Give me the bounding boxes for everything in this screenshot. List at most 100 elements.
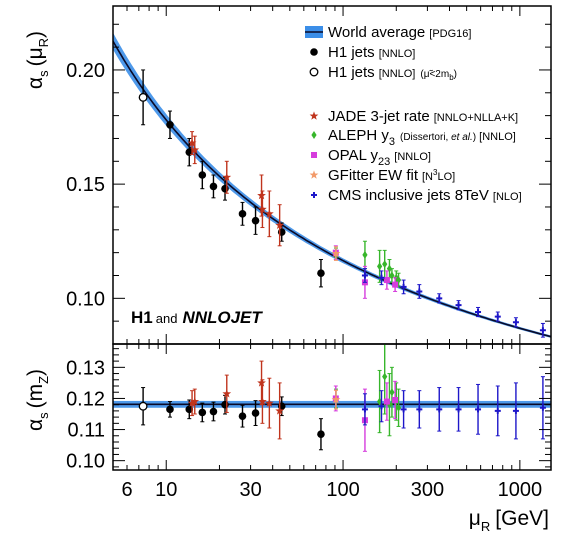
upper-point [395, 276, 402, 285]
lower-point [416, 406, 423, 413]
upper-y-ticks: 0.10 0.15 0.20 [66, 23, 551, 345]
upper-point [400, 283, 407, 290]
lower-y-label: αs (mZ) [24, 369, 51, 431]
lower-point [539, 404, 546, 411]
x-tick-label: 30 [239, 479, 261, 501]
legend-tag: [N [422, 171, 433, 183]
upper-series-5 [331, 246, 341, 261]
upper-point [512, 319, 519, 326]
x-axis-label: μR [GeV] [469, 507, 549, 534]
legend-entry: JADE 3-jet rate [NNLO+NLLA+K] [309, 108, 518, 125]
lower-point [494, 407, 501, 414]
upper-point [251, 216, 260, 225]
legend-label: JADE 3-jet rate [NNLO+NLLA+K] [328, 108, 518, 125]
lower-point [221, 400, 229, 409]
upper-point [222, 172, 232, 182]
legend-name: H1 jets [328, 44, 375, 61]
lower-point [317, 430, 325, 439]
upper-points [138, 69, 546, 338]
upper-point [275, 220, 285, 229]
annotation: H1 and NNLOJET [131, 308, 263, 327]
lower-point [190, 396, 200, 406]
upper-point [238, 210, 247, 218]
legend-marker [309, 67, 319, 77]
legend-label: OPAL y23 [NNLO] [328, 147, 431, 168]
x-tick-label: 1000 [498, 479, 543, 501]
legend-note: (Dissertori, [400, 132, 451, 143]
x-axis-label-sub: R [481, 519, 490, 534]
lower-point [222, 389, 232, 398]
upper-point [389, 271, 395, 280]
lower-point [389, 388, 395, 397]
lower-x-ticks [112, 344, 521, 470]
legend-tag: [PDG16] [429, 28, 471, 40]
legend-tag: [NNLO] [379, 68, 416, 80]
lower-point [512, 407, 519, 414]
x-tick-label: 6 [121, 479, 132, 501]
lower-series-6 [361, 376, 546, 440]
lower-point [392, 397, 399, 403]
lower-point [331, 395, 341, 404]
legend-label: CMS inclusive jets 8TeV [NLO] [328, 187, 522, 204]
axis-labels: αs(μR)αs(mZ)μR [GeV] [24, 31, 549, 534]
annotation-h1: H1 [131, 308, 153, 327]
legend-name-sub: 23 [378, 156, 390, 168]
lower-y-label-sub: s [36, 412, 51, 419]
legend-name: OPAL y [328, 147, 379, 164]
lower-point [238, 412, 247, 420]
legend-name: CMS inclusive jets 8TeV [328, 187, 489, 204]
lower-series-0 [166, 394, 325, 451]
upper-point [264, 209, 274, 218]
upper-point [187, 138, 197, 147]
upper-point [392, 281, 399, 288]
legend-marker [311, 152, 317, 158]
legend-note-close: ) [473, 132, 476, 143]
x-axis-label-unit: [GeV] [495, 507, 549, 530]
upper-point [221, 184, 229, 193]
lower-series-2 [187, 360, 285, 440]
legend-name: H1 jets [328, 64, 375, 81]
upper-y-tick-label: 0.20 [66, 60, 105, 82]
upper-y-label-close: ) [24, 31, 47, 38]
lower-panel: 0.10 0.11 0.12 0.13 6 10 30 100 300 1000 [66, 343, 552, 501]
upper-point [258, 204, 267, 213]
legend-entry: GFitter EW fit [N3LO] [309, 167, 455, 184]
legend-extra: (μ̃<2m [420, 69, 449, 80]
upper-point [382, 260, 388, 269]
upper-y-label: αs (μR) [24, 31, 51, 89]
legend-name: World average [328, 24, 425, 41]
legend-label: ALEPH y3 (Dissertori, et al.) [NNLO] [328, 127, 516, 148]
lower-y-tick-label: 0.10 [66, 451, 105, 473]
upper-panel: 0.10 0.15 0.20 H1 and NNLOJET [66, 5, 552, 345]
legend-extra-close: ) [454, 69, 457, 80]
lower-y-tick-label: 0.11 [68, 420, 105, 442]
upper-y-label-arg-sub: R [36, 38, 51, 47]
upper-point [209, 182, 218, 191]
upper-point [257, 190, 266, 200]
legend-tag-close: LO] [437, 171, 455, 183]
lower-point [361, 406, 368, 413]
upper-series-2 [187, 131, 285, 247]
upper-point [166, 120, 174, 129]
upper-point [190, 145, 200, 154]
legend-marker [311, 192, 317, 198]
annotation-nnlojet: NNLOJET [182, 308, 263, 327]
lower-point [382, 372, 388, 381]
legend-tag: [NNLO+NLLA+K] [434, 112, 518, 124]
upper-y-tick-label: 0.10 [66, 288, 105, 310]
legend-label: H1 jets [NNLO] [328, 44, 415, 61]
upper-point [539, 327, 546, 334]
lower-point [187, 398, 197, 407]
legend-entry: World average [PDG16] [305, 24, 471, 41]
upper-y-label-alpha: α [24, 77, 47, 89]
lower-point [138, 401, 148, 411]
upper-series-1 [138, 69, 148, 126]
legend-tag: [NNLO] [394, 151, 431, 163]
lower-point [436, 406, 443, 413]
upper-y-label-arg: (μ [24, 47, 47, 66]
lower-y-tick-label: 0.12 [66, 388, 105, 410]
upper-point [361, 272, 368, 279]
upper-point [383, 277, 390, 284]
legend-entry: OPAL y23 [NNLO] [311, 147, 431, 168]
